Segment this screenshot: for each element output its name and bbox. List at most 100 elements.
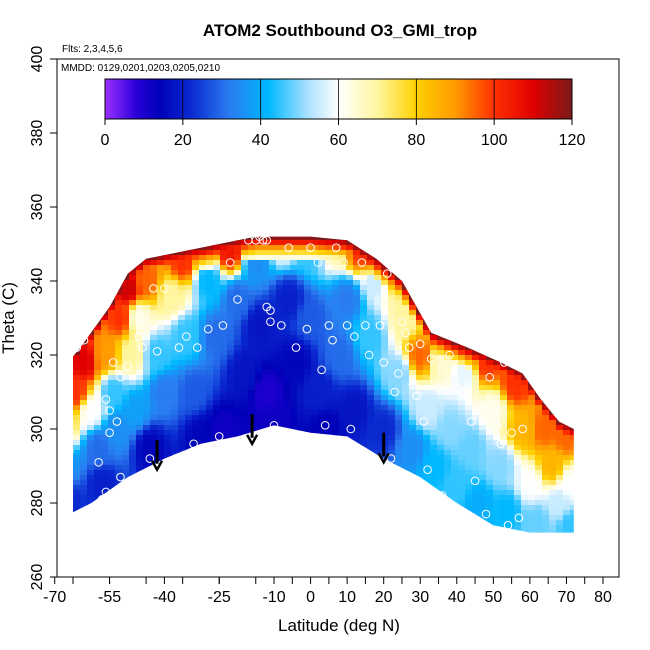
field-cell <box>549 530 557 533</box>
field-cell <box>276 360 284 366</box>
observation-point <box>390 387 400 397</box>
field-cell <box>374 270 382 276</box>
field-cell <box>199 410 207 416</box>
field-cell <box>255 380 263 386</box>
field-cell <box>339 270 347 276</box>
field-cell <box>213 255 221 261</box>
field-cell <box>486 450 494 456</box>
field-cell <box>346 330 354 336</box>
field-cell <box>73 495 81 501</box>
field-cell <box>283 370 291 376</box>
field-cell <box>479 450 487 456</box>
field-cell <box>255 285 263 291</box>
field-cell <box>136 385 144 391</box>
field-cell <box>255 425 263 431</box>
field-cell <box>241 345 249 351</box>
field-cell <box>388 400 396 406</box>
field-cell <box>234 325 242 331</box>
field-cell <box>325 305 333 311</box>
field-cell <box>73 490 81 496</box>
field-cell <box>402 315 410 321</box>
field-cell <box>94 470 102 476</box>
field-cell <box>332 350 340 356</box>
field-cell <box>486 480 494 486</box>
field-cell <box>556 525 564 531</box>
field-cell <box>472 360 480 366</box>
field-cell <box>360 395 368 401</box>
field-cell <box>507 510 515 516</box>
field-cell <box>556 505 564 511</box>
field-cell <box>206 415 214 421</box>
field-cell <box>206 355 214 361</box>
field-cell <box>178 310 186 316</box>
field-cell <box>346 265 354 271</box>
field-cell <box>227 380 235 386</box>
observation-point <box>134 332 144 341</box>
field-cell <box>402 340 410 346</box>
field-cell <box>262 250 270 256</box>
field-cell <box>430 455 438 461</box>
field-cell <box>430 450 438 456</box>
field-cell <box>325 430 333 436</box>
field-cell <box>570 485 574 491</box>
field-cell <box>122 290 130 296</box>
field-cell <box>514 525 522 531</box>
field-cell <box>108 345 116 351</box>
field-cell <box>101 340 109 346</box>
field-cell <box>430 430 438 436</box>
field-cell <box>500 475 508 481</box>
field-cell <box>409 400 417 406</box>
field-cell <box>486 490 494 496</box>
field-cell <box>150 405 158 411</box>
field-cell <box>318 310 326 316</box>
field-cell <box>416 390 424 396</box>
field-cell <box>108 325 116 331</box>
field-cell <box>479 475 487 481</box>
field-cell <box>143 375 151 381</box>
field-cell <box>472 435 480 441</box>
field-cell <box>486 435 494 441</box>
field-cell <box>290 335 298 341</box>
field-cell <box>388 320 396 326</box>
field-cell <box>346 260 354 266</box>
field-cell <box>213 285 221 291</box>
field-cell <box>367 350 375 356</box>
field-cell <box>129 350 137 356</box>
field-cell <box>185 270 193 276</box>
field-cell <box>409 410 417 416</box>
field-cell <box>304 260 312 266</box>
field-cell <box>514 470 522 476</box>
field-cell <box>185 425 193 431</box>
field-cell <box>437 405 445 411</box>
field-cell <box>402 300 410 306</box>
field-cell <box>276 340 284 346</box>
field-cell <box>360 415 368 421</box>
field-cell <box>108 330 116 336</box>
field-cell <box>248 405 256 411</box>
field-cell <box>206 345 214 351</box>
field-cell <box>444 450 452 456</box>
field-cell <box>199 290 207 296</box>
x-tick-label: 70 <box>558 589 576 606</box>
field-cell <box>297 236 305 241</box>
field-cell <box>437 420 445 426</box>
field-cell <box>164 315 172 321</box>
field-cell <box>507 515 515 521</box>
field-cell <box>220 325 228 331</box>
field-cell <box>528 425 536 431</box>
field-cell <box>521 485 529 491</box>
field-cell <box>563 465 571 471</box>
observation-point <box>470 476 480 486</box>
field-cell <box>171 410 179 416</box>
field-cell <box>178 355 186 361</box>
field-cell <box>283 305 291 311</box>
field-cell <box>108 480 116 486</box>
field-cell <box>192 350 200 356</box>
field-cell <box>500 415 508 421</box>
field-cell <box>164 410 172 416</box>
field-cell <box>290 340 298 346</box>
field-cell <box>157 400 165 406</box>
field-cell <box>339 405 347 411</box>
